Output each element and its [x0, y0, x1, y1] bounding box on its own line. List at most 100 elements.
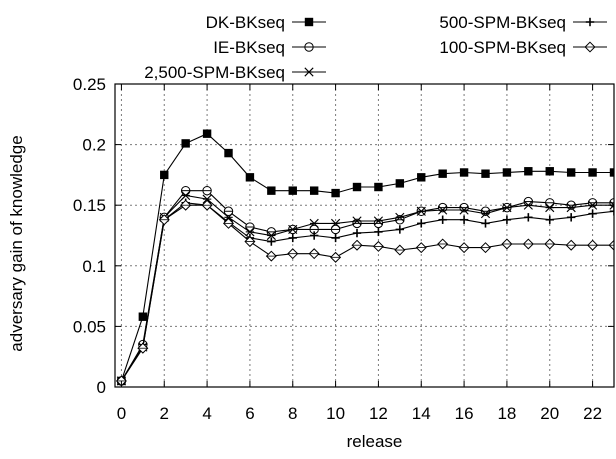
- square-mark: [417, 173, 426, 182]
- axis-ticks: [115, 83, 614, 388]
- data-point: [308, 248, 320, 260]
- data-point: [245, 227, 255, 237]
- data-point: [288, 186, 297, 195]
- square-mark: [331, 188, 340, 198]
- legend-marker: [304, 17, 314, 27]
- data-point: [481, 169, 490, 178]
- data-point: [395, 179, 405, 188]
- square-mark: [304, 17, 314, 27]
- data-point: [501, 238, 513, 250]
- legend-item: 100-SPM-BKseq: [439, 38, 607, 57]
- data-point: [523, 200, 533, 210]
- data-point: [373, 216, 384, 226]
- data-point: [267, 237, 276, 246]
- square-mark: [181, 139, 190, 148]
- series-line: [120, 133, 614, 382]
- data-point: [331, 233, 340, 243]
- data-point: [372, 240, 384, 252]
- x-tick-label: 16: [455, 404, 474, 423]
- data-point: [608, 239, 614, 251]
- x-tick-label: 14: [412, 404, 431, 423]
- square-mark: [245, 173, 255, 182]
- legend-label: DK-BKseq: [206, 13, 285, 32]
- data-point: [224, 148, 233, 158]
- square-mark: [438, 169, 447, 178]
- data-point: [137, 342, 149, 354]
- series-2: [116, 190, 614, 386]
- square-mark: [609, 168, 614, 177]
- data-point: [417, 173, 426, 182]
- y-tick-label: 0.1: [82, 257, 106, 276]
- data-point: [587, 200, 598, 210]
- square-mark: [524, 167, 533, 176]
- data-point: [265, 250, 277, 262]
- asterisk-stroke: [609, 204, 614, 210]
- series-line: [120, 202, 614, 382]
- data-point: [609, 207, 614, 216]
- data-point: [287, 248, 299, 260]
- legend-item: 2,500-SPM-BKseq: [144, 63, 326, 82]
- x-tick-label: 2: [160, 404, 169, 423]
- data-point: [202, 194, 212, 204]
- data-point: [288, 233, 297, 243]
- data-point: [330, 224, 341, 235]
- data-point: [588, 209, 597, 218]
- data-point: [588, 168, 597, 177]
- legend-label: 100-SPM-BKseq: [439, 38, 566, 57]
- data-point: [394, 244, 406, 256]
- data-point: [309, 231, 319, 240]
- data-point: [545, 198, 555, 208]
- legend-label: 500-SPM-BKseq: [439, 13, 566, 32]
- data-point: [267, 186, 276, 195]
- data-point: [266, 230, 276, 241]
- data-point: [395, 212, 405, 222]
- data-point: [480, 209, 491, 219]
- data-point: [180, 199, 192, 211]
- data-point: [565, 239, 577, 251]
- data-point: [201, 199, 213, 211]
- data-point: [545, 167, 554, 176]
- x-tick-label: 12: [369, 404, 388, 423]
- square-mark: [160, 170, 169, 180]
- data-point: [502, 203, 512, 213]
- square-mark: [374, 182, 383, 192]
- y-tick-label: 0.15: [73, 196, 106, 215]
- data-point: [309, 224, 319, 235]
- data-point: [544, 238, 556, 250]
- data-point: [352, 216, 362, 226]
- x-axis-title: release: [347, 432, 403, 451]
- square-mark: [288, 186, 297, 195]
- legend-marker: [585, 17, 595, 27]
- square-mark: [309, 186, 319, 195]
- data-point: [181, 190, 191, 201]
- data-point: [481, 219, 490, 228]
- data-point: [374, 182, 383, 192]
- data-point: [524, 167, 533, 176]
- y-tick-label: 0.2: [82, 136, 106, 155]
- legend: DK-BKseq IE-BKseq 2,500-SPM-BKseq 500-SPM-B…: [144, 13, 607, 82]
- square-mark: [202, 129, 212, 138]
- data-point: [502, 215, 512, 224]
- y-axis-title: adversary gain of knowledge: [7, 135, 26, 351]
- data-point: [459, 215, 469, 224]
- data-point: [437, 238, 449, 250]
- data-point: [438, 169, 447, 178]
- data-point: [479, 242, 492, 254]
- data-point: [395, 225, 405, 234]
- data-point: [417, 219, 426, 228]
- data-point: [288, 224, 298, 235]
- series-1: [116, 185, 614, 386]
- data-point: [416, 206, 426, 216]
- data-point: [524, 213, 533, 222]
- square-mark: [224, 148, 233, 158]
- data-point: [459, 168, 469, 177]
- data-point: [330, 218, 341, 228]
- data-point: [115, 375, 127, 387]
- data-point: [522, 238, 534, 250]
- y-tick-label: 0.25: [73, 75, 106, 94]
- square-mark: [566, 168, 576, 177]
- legend-item: 500-SPM-BKseq: [439, 13, 607, 32]
- square-mark: [481, 169, 490, 178]
- data-point: [351, 239, 363, 251]
